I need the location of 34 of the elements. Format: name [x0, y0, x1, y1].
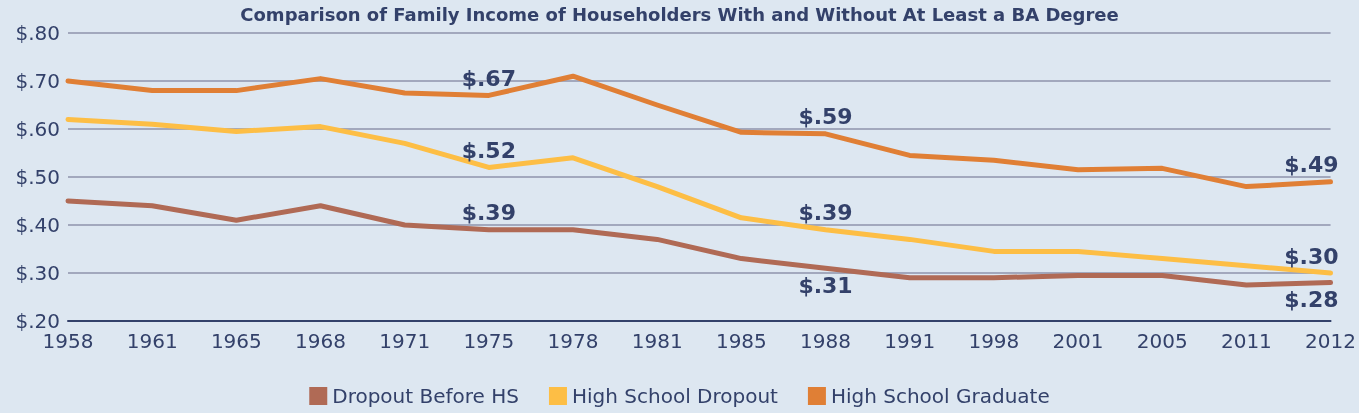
x-tick-label: 1988: [800, 329, 851, 353]
y-tick-label: $.70: [15, 69, 60, 93]
data-label: $.49: [1284, 152, 1339, 178]
x-tick-label: 1975: [463, 329, 515, 353]
y-tick-label: $.80: [15, 21, 60, 45]
data-label: $.59: [798, 104, 853, 130]
data-label: $.39: [798, 200, 853, 226]
x-tick-label: 2011: [1220, 329, 1272, 353]
x-tick-label: 2012: [1305, 329, 1356, 353]
y-tick-label: $.30: [15, 261, 60, 285]
x-tick-label: 1978: [547, 329, 599, 353]
chart-title: Comparison of Family Income of Householders With and Without At Least a BA Degree: [240, 3, 1119, 25]
x-tick-label: 1991: [884, 329, 936, 353]
data-label: $.39: [461, 200, 516, 226]
y-tick-label: $.40: [15, 213, 60, 237]
x-tick-label: 1985: [715, 329, 767, 353]
legend-label: High School Dropout: [571, 384, 779, 408]
data-label: $.52: [461, 137, 516, 163]
x-tick-label: 2005: [1136, 329, 1188, 353]
x-tick-label: 1998: [968, 329, 1020, 353]
data-label: $.28: [1284, 287, 1339, 313]
x-tick-label: 1971: [379, 329, 431, 353]
y-tick-label: $.60: [15, 117, 60, 141]
x-tick-label: 1965: [210, 329, 262, 353]
x-tick-label: 1961: [126, 329, 178, 353]
legend-label: High School Graduate: [830, 384, 1050, 408]
x-tick-label: 1981: [631, 329, 683, 353]
legend-label: Dropout Before HS: [332, 384, 519, 408]
data-label: $.31: [798, 272, 853, 298]
data-label: $.67: [461, 65, 516, 91]
x-tick-label: 2001: [1052, 329, 1104, 353]
data-label: $.30: [1284, 243, 1339, 269]
y-tick-label: $.50: [15, 165, 60, 189]
x-tick-label: 1968: [295, 329, 346, 353]
